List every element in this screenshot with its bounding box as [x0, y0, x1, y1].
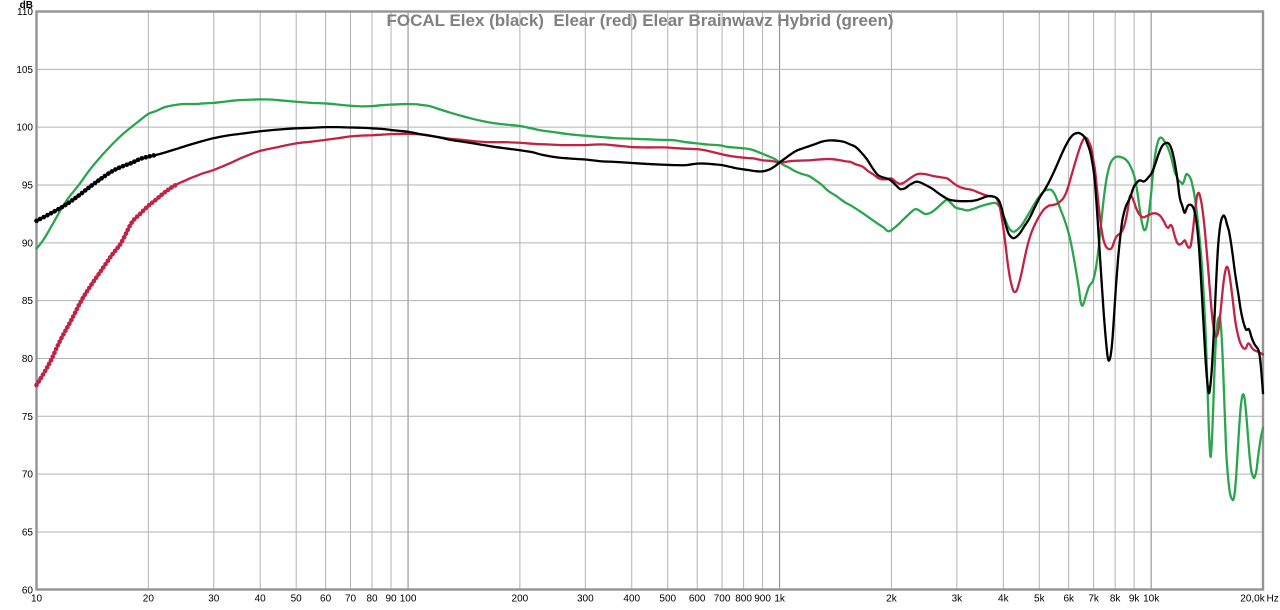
svg-text:90: 90 [385, 594, 397, 605]
svg-text:500: 500 [659, 594, 676, 605]
svg-text:10: 10 [31, 594, 43, 605]
svg-text:100: 100 [400, 594, 417, 605]
svg-text:4k: 4k [998, 594, 1010, 605]
svg-text:70: 70 [345, 594, 357, 605]
svg-text:60: 60 [320, 594, 332, 605]
svg-text:85: 85 [22, 296, 34, 307]
svg-text:dB: dB [20, 0, 33, 11]
svg-text:95: 95 [22, 180, 34, 191]
svg-text:9k: 9k [1129, 594, 1141, 605]
svg-text:1k: 1k [774, 594, 786, 605]
svg-text:700: 700 [714, 594, 731, 605]
svg-text:400: 400 [623, 594, 640, 605]
svg-text:65: 65 [22, 527, 34, 538]
svg-text:5k: 5k [1034, 594, 1046, 605]
svg-text:70: 70 [22, 470, 34, 481]
svg-text:10k: 10k [1143, 594, 1160, 605]
svg-text:FOCAL Elex (black) Elear (red: FOCAL Elex (black) Elear (red) Elear Bra… [386, 11, 893, 30]
svg-text:100: 100 [16, 123, 33, 134]
svg-text:20: 20 [143, 594, 155, 605]
svg-text:90: 90 [22, 238, 34, 249]
svg-text:2k: 2k [886, 594, 898, 605]
svg-text:80: 80 [22, 354, 34, 365]
svg-text:8k: 8k [1110, 594, 1122, 605]
svg-text:6k: 6k [1063, 594, 1075, 605]
svg-text:105: 105 [16, 65, 33, 76]
svg-text:200: 200 [512, 594, 529, 605]
svg-text:80: 80 [366, 594, 378, 605]
svg-text:30: 30 [208, 594, 220, 605]
svg-text:20,0k: 20,0k [1240, 594, 1265, 605]
svg-text:110: 110 [17, 7, 33, 18]
svg-text:60: 60 [22, 585, 34, 596]
svg-text:600: 600 [689, 594, 706, 605]
svg-text:7k: 7k [1088, 594, 1100, 605]
svg-text:50: 50 [291, 594, 303, 605]
svg-text:3k: 3k [952, 594, 964, 605]
svg-text:300: 300 [577, 594, 594, 605]
svg-text:40: 40 [255, 594, 267, 605]
svg-text:75: 75 [22, 412, 34, 423]
svg-text:900: 900 [754, 594, 771, 605]
svg-text:Hz: Hz [1267, 594, 1279, 605]
svg-text:800: 800 [735, 594, 752, 605]
